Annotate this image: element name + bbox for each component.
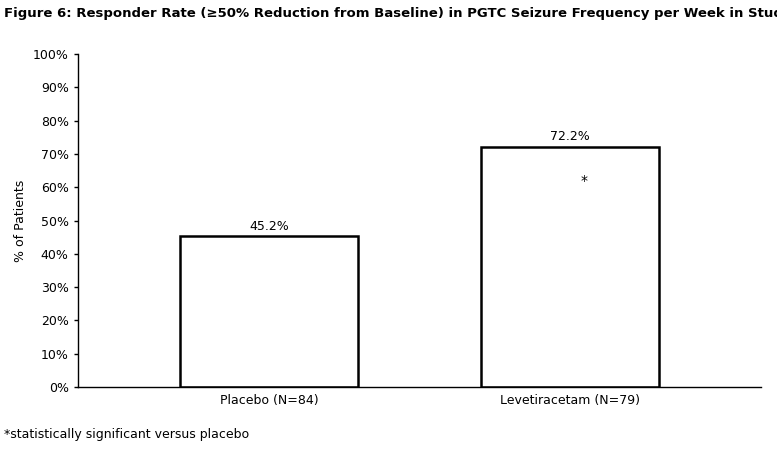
Text: 45.2%: 45.2%	[249, 220, 289, 233]
Y-axis label: % of Patients: % of Patients	[14, 180, 27, 261]
Bar	[481, 147, 659, 387]
Text: 72.2%: 72.2%	[550, 130, 590, 143]
Text: Figure 6: Responder Rate (≥50% Reduction from Baseline) in PGTC Seizure Frequenc: Figure 6: Responder Rate (≥50% Reduction…	[4, 7, 777, 20]
Bar	[180, 237, 358, 387]
Text: *statistically significant versus placebo: *statistically significant versus placeb…	[4, 428, 249, 441]
Text: *: *	[580, 174, 587, 188]
